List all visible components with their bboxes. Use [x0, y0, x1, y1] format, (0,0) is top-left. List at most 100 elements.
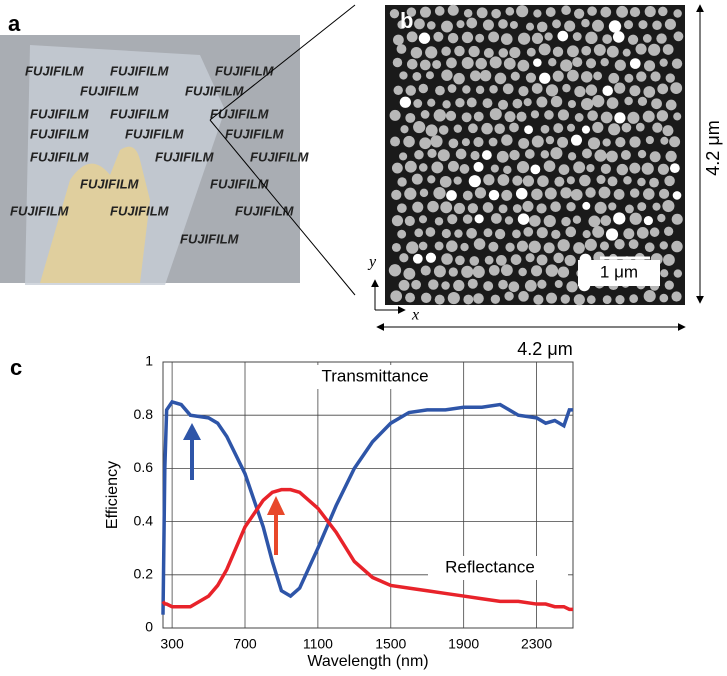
particle [557, 109, 570, 121]
particle [616, 5, 628, 18]
particle [567, 152, 577, 161]
particle [414, 228, 424, 238]
particle [665, 73, 675, 83]
particle [418, 215, 428, 224]
logo-text: FUJIFILM [210, 106, 270, 121]
particle [567, 69, 579, 82]
particle [467, 278, 478, 289]
particle [418, 83, 429, 94]
particle [628, 239, 639, 250]
particle [391, 242, 401, 252]
particle [466, 17, 478, 29]
particle [446, 190, 457, 201]
particle [656, 110, 669, 122]
particle [659, 58, 668, 67]
particle [459, 164, 470, 174]
particle [447, 160, 459, 172]
particle [581, 97, 594, 111]
particle [644, 6, 656, 18]
particle [673, 9, 682, 18]
particle [657, 163, 669, 175]
particle [660, 136, 669, 145]
particle [624, 73, 634, 83]
particle [650, 71, 661, 82]
particle [522, 175, 535, 187]
label-bg [300, 365, 440, 389]
particle [669, 163, 680, 174]
particle [660, 269, 669, 278]
particle [530, 164, 541, 175]
particle [441, 69, 453, 81]
particle [509, 46, 521, 59]
x-tick-label: 1900 [448, 636, 479, 652]
zoom-line [209, 119, 356, 296]
particle [469, 256, 480, 266]
particle [649, 177, 659, 188]
particle [533, 9, 542, 18]
particle [523, 226, 534, 237]
particle [581, 45, 592, 56]
particle [585, 187, 596, 198]
dimension-label: 4.2 μm [703, 120, 723, 175]
particle [441, 20, 453, 33]
particle [456, 20, 465, 29]
particle [608, 72, 620, 84]
particle [516, 161, 530, 174]
particle [462, 214, 473, 224]
particle [475, 57, 487, 70]
particle [447, 214, 458, 225]
particle [581, 148, 592, 159]
particle [461, 138, 470, 147]
particle [442, 100, 451, 109]
particle [516, 240, 529, 252]
particle [412, 201, 424, 213]
particle [652, 202, 661, 211]
particle [587, 110, 598, 121]
particle [573, 294, 585, 306]
particle [671, 213, 683, 225]
particle [488, 31, 500, 43]
particle [649, 227, 660, 237]
particle [662, 44, 674, 55]
particle [517, 32, 531, 45]
particle [558, 164, 570, 176]
particle [644, 242, 655, 253]
particle [406, 241, 419, 254]
particle [453, 279, 465, 292]
particle [544, 32, 553, 41]
particle [421, 292, 432, 303]
particle [461, 265, 474, 278]
particle [536, 21, 548, 33]
particle [605, 228, 619, 241]
particle [672, 191, 682, 200]
particle [522, 200, 534, 212]
particle [427, 200, 439, 213]
particle [663, 254, 675, 266]
panel-label: c [10, 355, 22, 380]
particle [512, 229, 521, 239]
particle [629, 162, 641, 174]
particle [390, 136, 401, 147]
particle [587, 137, 601, 150]
particle [623, 20, 634, 30]
axis-label: y [367, 254, 377, 271]
particle [461, 56, 474, 69]
particle [525, 72, 537, 83]
particle [453, 72, 465, 85]
particle [538, 43, 551, 56]
particle [531, 83, 543, 94]
particle [544, 187, 557, 200]
particle [508, 281, 520, 293]
particle [536, 227, 548, 239]
particle [434, 217, 444, 226]
particle [664, 18, 676, 30]
particle [533, 294, 544, 305]
particle [561, 5, 571, 16]
particle [594, 149, 607, 162]
particle [581, 125, 591, 134]
particle [671, 240, 683, 253]
particle [602, 138, 611, 147]
particle [592, 19, 604, 32]
particle [488, 264, 500, 276]
